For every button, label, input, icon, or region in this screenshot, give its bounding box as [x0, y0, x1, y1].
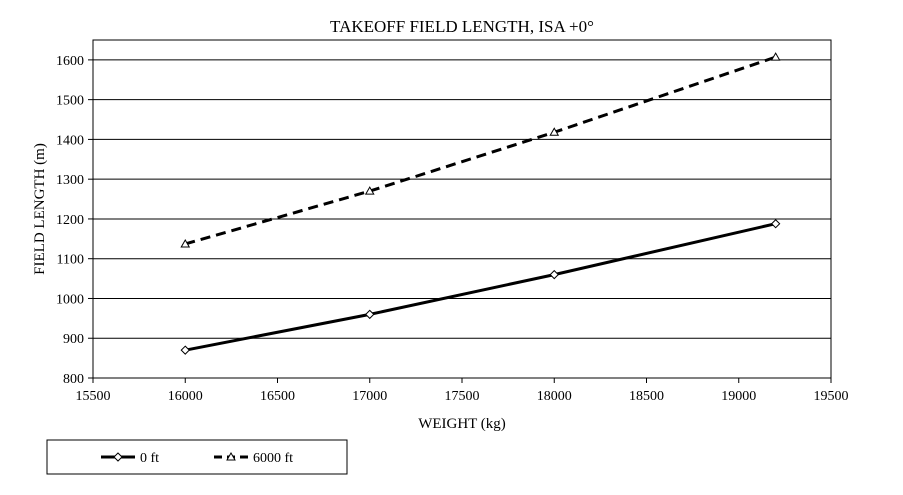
y-tick-label: 1200: [56, 213, 84, 228]
series-line: [184, 55, 777, 246]
y-tick-label: 1400: [56, 133, 84, 148]
data-point-marker: [549, 127, 560, 136]
x-tick-label: 18500: [629, 389, 664, 404]
x-tick-label: 18000: [537, 389, 572, 404]
x-tick-label: 19000: [721, 389, 756, 404]
data-point-marker: [226, 451, 236, 461]
data-point-marker: [180, 345, 190, 355]
series-line: [184, 222, 776, 352]
y-tick-label: 800: [63, 372, 84, 387]
y-tick-label: 1100: [57, 253, 84, 268]
legend-label: 0 ft: [140, 451, 159, 466]
y-tick-label: 1600: [56, 54, 84, 69]
x-tick-label: 19500: [814, 389, 849, 404]
data-point-marker: [364, 186, 375, 195]
x-axis-ticks: 15500 16000 16500 17000 17500 18000 18500 19000…: [76, 378, 849, 404]
x-tick-label: 17500: [445, 389, 480, 404]
legend-box: [46, 439, 348, 475]
y-tick-label: 1300: [56, 173, 84, 188]
data-point-marker: [180, 238, 191, 248]
data-point-marker: [770, 52, 781, 61]
x-tick-label: 16500: [260, 389, 295, 404]
data-point-marker: [770, 219, 781, 229]
x-tick-label: 17000: [352, 389, 387, 404]
grid-lines: [93, 59, 831, 339]
data-point-marker: [549, 269, 559, 280]
y-axis-title: FIELD LENGTH (m): [32, 143, 48, 275]
series-layer: [180, 52, 781, 355]
data-point-marker: [113, 452, 123, 462]
legend: 0 ft 6000 ft: [46, 439, 348, 475]
legend-entry: 0 ft: [101, 451, 159, 466]
y-tick-label: 1500: [56, 94, 84, 109]
series-2: [180, 52, 781, 248]
data-point-marker: [365, 309, 375, 320]
x-axis-title: WEIGHT (kg): [418, 416, 506, 432]
y-tick-label: 900: [63, 332, 84, 347]
y-axis-ticks: 800 900 1000 1100 1200 1300 1400 1500 1600: [56, 54, 93, 387]
x-tick-label: 16000: [168, 389, 203, 404]
plot-area: [92, 39, 832, 379]
legend-label: 6000 ft: [253, 451, 293, 466]
chart-title: TAKEOFF FIELD LENGTH, ISA +0°: [330, 17, 594, 36]
x-tick-label: 15500: [76, 389, 111, 404]
y-tick-label: 1000: [56, 292, 84, 307]
series-1: [180, 219, 781, 355]
legend-entry: 6000 ft: [214, 451, 293, 466]
